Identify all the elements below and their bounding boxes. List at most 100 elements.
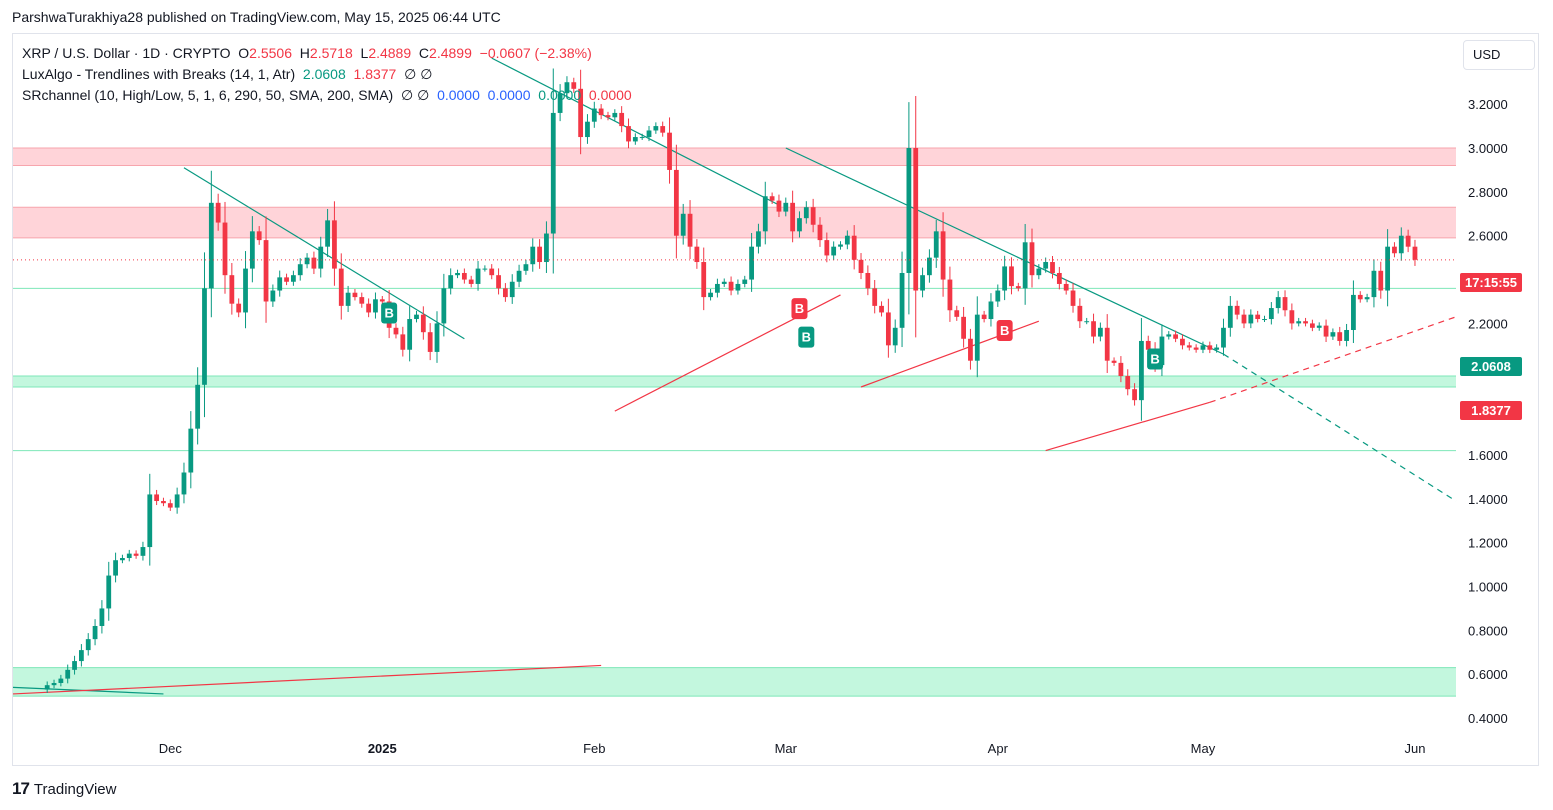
candle-body [1070,290,1076,306]
candle [393,323,399,339]
indicator-2-value-4: 0.0000 [588,87,632,103]
signal-box-3 [996,319,1013,341]
indicator-2-extra: ∅ ∅ [401,87,430,103]
candle-body [78,650,84,662]
candle [120,554,125,564]
candle [366,298,372,318]
candle [790,190,796,243]
candle-body [851,235,857,260]
indicator-2-name[interactable]: SRchannel (10, High/Low, 5, 1, 6, 290, 5… [22,87,394,103]
y-tick-label-11: 1.2000 [1468,536,1508,551]
candle [154,489,160,506]
candle [1385,229,1391,307]
indicator-1-name[interactable]: LuxAlgo - Trendlines with Breaks (14, 1,… [22,66,296,82]
candle [407,306,413,362]
candle-body [270,290,276,302]
trendline-upper-tag: 2.0608 [1460,357,1522,376]
candle [1412,239,1418,266]
candle-body [591,108,597,122]
x-tick-label-0: Dec [159,741,183,756]
candle [530,238,536,272]
candle [1173,330,1179,343]
candle-body [735,283,741,291]
candle-body [1022,242,1028,289]
candle-body [756,231,761,247]
candle-body [537,246,542,263]
candle-body [407,319,413,350]
candle [482,265,488,272]
legend-indicator-2[interactable]: SRchannel (10, High/Low, 5, 1, 6, 290, 5… [22,87,632,104]
candle [113,552,118,583]
candles [44,68,1418,693]
candle-body [516,270,522,282]
y-tick-label-10: 1.4000 [1468,492,1508,507]
signal-label-2: B [802,330,811,345]
candle [215,193,221,231]
candle-body [249,231,255,269]
candle [318,236,324,278]
candle-body [352,292,358,298]
candle-body [1323,325,1329,337]
candle-body [482,268,488,270]
legend-indicator-1[interactable]: LuxAlgo - Trendlines with Breaks (14, 1,… [22,66,432,83]
candle-body [639,137,645,139]
candle [728,276,734,296]
candle-body [414,314,419,320]
trendline-6 [1223,353,1457,502]
symbol-title[interactable]: XRP / U.S. Dollar · 1D · CRYPTO [22,45,231,61]
candle-body [65,669,71,679]
candle [1221,318,1226,356]
candle-body [256,231,262,241]
candle [65,664,71,684]
tradingview-logo-icon: 17 [12,779,30,798]
candle [441,273,447,337]
candle [557,84,563,122]
y-tick-label-3: 2.8000 [1468,185,1508,200]
candle-body [1015,286,1021,289]
high-value: 2.5718 [309,45,353,61]
candle [974,296,980,378]
x-tick-label-4: Apr [988,741,1009,756]
candle [290,270,296,286]
candle [660,121,666,137]
sr-levels [13,287,1456,452]
candle-body [1357,294,1363,300]
candle [865,265,871,296]
y-tick-label-13: 0.8000 [1468,623,1508,638]
candle [544,221,549,273]
candle [1125,369,1131,396]
candle-body [1077,305,1083,322]
indicator-1-extra: ∅ ∅ [404,66,433,82]
low-label: L [360,45,369,61]
candle-body [920,275,925,291]
candle [1357,291,1363,303]
candle [496,268,501,295]
candle [1262,315,1267,322]
candle [455,269,460,279]
candle [578,69,584,155]
currency-button[interactable]: USD [1463,40,1535,70]
price-axis: 3.40003.20003.00002.80002.60002.40002.20… [1468,53,1508,726]
candle [1104,314,1110,374]
candle [1303,317,1308,327]
tradingview-brand[interactable]: 17 TradingView [12,779,116,799]
candle [646,125,652,142]
candle [1371,259,1377,308]
candle-body [154,494,160,502]
candle [489,264,495,280]
candle-body [1412,246,1418,260]
candle-body [879,305,884,313]
candle [940,212,946,297]
candle-body [1036,268,1042,276]
candle [202,252,207,418]
candle-body [133,553,139,556]
candle [284,273,289,286]
candle [311,251,317,275]
candle-body [550,112,556,234]
candle-body [1385,246,1391,291]
y-tick-label-6: 2.2000 [1468,316,1508,331]
x-tick-label-3: Mar [775,741,798,756]
candle-body [359,297,365,304]
candle-body [44,685,50,690]
